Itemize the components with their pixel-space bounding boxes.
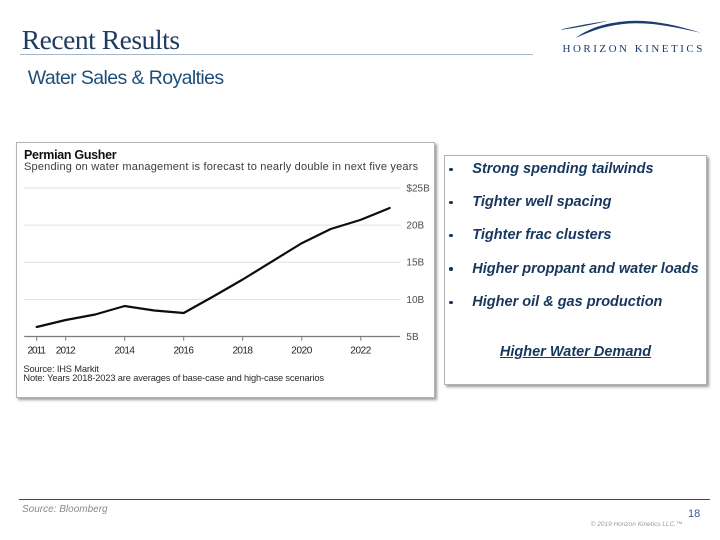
svg-text:2016: 2016	[173, 345, 194, 356]
svg-text:2011: 2011	[27, 345, 46, 356]
svg-text:$25B: $25B	[406, 183, 430, 194]
svg-text:2020: 2020	[291, 345, 312, 356]
svg-text:5B: 5B	[406, 332, 419, 343]
svg-text:2018: 2018	[232, 345, 253, 356]
svg-text:10B: 10B	[406, 294, 424, 305]
svg-text:2022: 2022	[350, 345, 371, 356]
svg-text:15B: 15B	[406, 257, 424, 268]
svg-text:2012: 2012	[55, 345, 75, 356]
svg-text:2014: 2014	[114, 345, 135, 356]
svg-text:20B: 20B	[406, 220, 424, 231]
